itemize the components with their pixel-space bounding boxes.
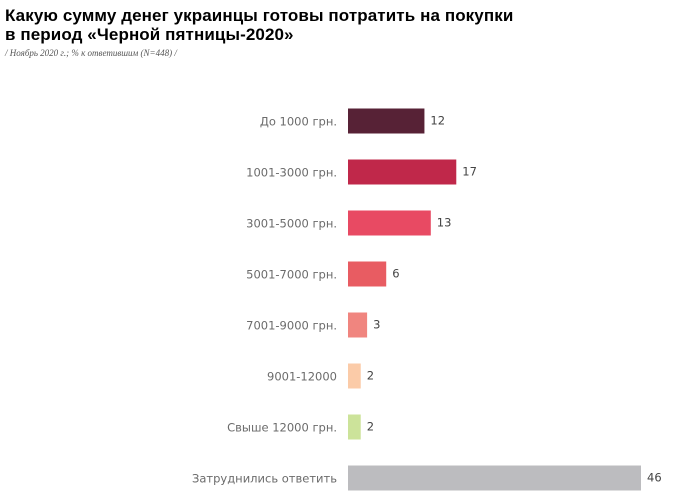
category-label: 7001-9000 грн. (246, 319, 337, 333)
value-label: 2 (367, 369, 374, 383)
value-label: 12 (430, 114, 445, 128)
value-label: 6 (392, 267, 399, 281)
value-label: 46 (647, 471, 662, 485)
category-label: Затруднились ответить (192, 472, 337, 486)
bar (348, 108, 425, 134)
category-label: 5001-7000 грн. (246, 268, 337, 282)
category-label: До 1000 грн. (260, 115, 337, 129)
category-label: 3001-5000 грн. (246, 217, 337, 231)
category-label: Свыше 12000 грн. (227, 421, 337, 435)
bar (348, 210, 431, 236)
category-label: 9001-12000 (267, 370, 337, 384)
category-label: 1001-3000 грн. (246, 166, 337, 180)
chart-subtitle: / Ноябрь 2020 г.; % к ответившим (N=448)… (5, 48, 177, 58)
value-label: 3 (373, 318, 380, 332)
bar (348, 414, 361, 440)
bar (348, 159, 457, 185)
bar (348, 312, 368, 338)
value-label: 17 (462, 165, 477, 179)
bar (348, 363, 361, 389)
bar (348, 261, 387, 287)
bar (348, 465, 641, 491)
value-label: 2 (367, 420, 374, 434)
value-label: 13 (437, 216, 452, 230)
chart-title: Какую сумму денег украинцы готовы потрат… (5, 6, 514, 44)
